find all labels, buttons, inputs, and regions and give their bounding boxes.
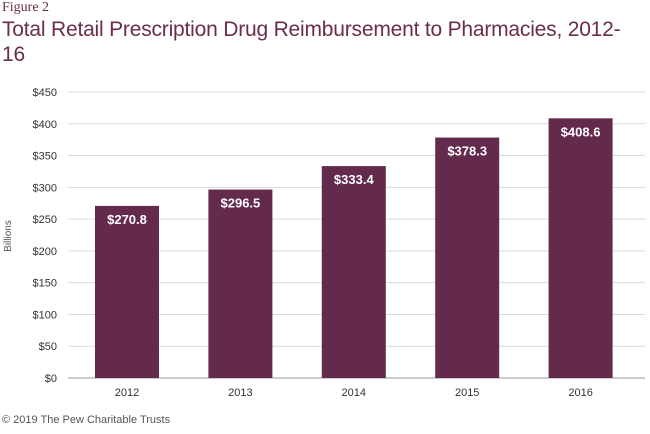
- y-tick-label: $200: [33, 246, 57, 258]
- source-credit: © 2019 The Pew Charitable Trusts: [2, 414, 171, 426]
- y-tick-label: $100: [33, 309, 57, 321]
- data-label-2012: $270.8: [107, 212, 147, 227]
- x-tick-label: 2015: [455, 387, 479, 399]
- y-tick-label: $350: [33, 151, 57, 163]
- x-axis-ticks: 2012 2013 2014 2015 2016: [115, 387, 593, 399]
- bar-2013: [208, 189, 273, 378]
- y-tick-label: $300: [33, 182, 57, 194]
- y-tick-label: $250: [33, 214, 57, 226]
- x-tick-label: 2013: [228, 387, 252, 399]
- data-label-2016: $408.6: [561, 124, 601, 139]
- chart-title: Total Retail Prescription Drug Reimburse…: [2, 18, 621, 66]
- bar-2015: [435, 137, 500, 378]
- data-label-2015: $378.3: [447, 144, 487, 159]
- y-tick-label: $0: [45, 373, 57, 385]
- data-label-2013: $296.5: [221, 196, 261, 211]
- y-axis-label: Billions: [3, 220, 14, 252]
- bar-2014: [321, 166, 386, 378]
- y-tick-label: $400: [33, 119, 57, 131]
- y-tick-label: $150: [33, 278, 57, 290]
- y-tick-label: $450: [33, 87, 57, 99]
- figure-label: Figure 2: [2, 0, 50, 15]
- x-tick-label: 2016: [568, 387, 592, 399]
- x-tick-label: 2012: [115, 387, 139, 399]
- data-label-2014: $333.4: [334, 172, 375, 187]
- bars: $270.8 $296.5 $333.4 $378.3 $408.6: [95, 118, 613, 378]
- bar-2012: [95, 205, 159, 378]
- y-tick-label: $50: [39, 341, 57, 353]
- bar-2016: [548, 118, 613, 378]
- y-axis-ticks: $0 $50 $100 $150 $200 $250 $300 $350 $400 $450: [33, 87, 57, 385]
- x-tick-label: 2014: [342, 387, 366, 399]
